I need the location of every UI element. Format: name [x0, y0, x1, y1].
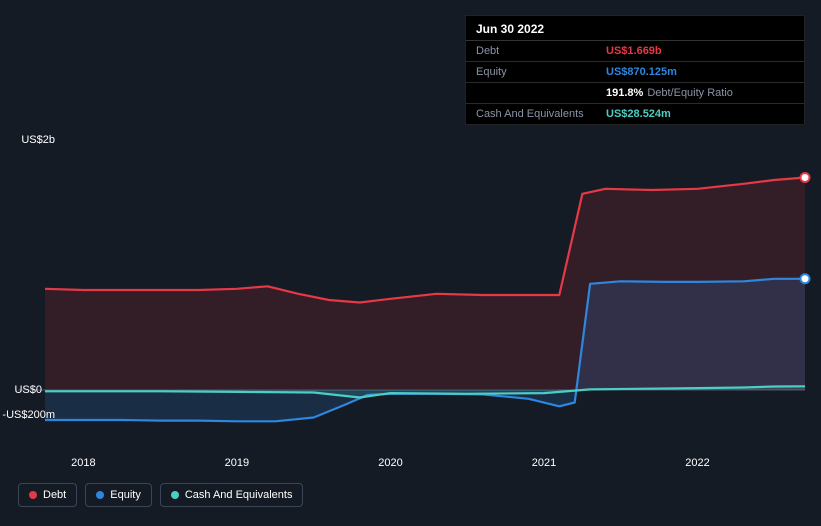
y-axis-label: US$2b	[21, 134, 55, 146]
tooltip-row: EquityUS$870.125m	[466, 62, 804, 83]
tooltip-value: US$28.524m	[606, 108, 671, 120]
tooltip-row: Cash And EquivalentsUS$28.524m	[466, 104, 804, 124]
tooltip-row: DebtUS$1.669b	[466, 41, 804, 62]
chart-tooltip: Jun 30 2022 DebtUS$1.669bEquityUS$870.12…	[465, 15, 805, 125]
chart-legend: Debt Equity Cash And Equivalents	[18, 483, 303, 507]
tooltip-label: Cash And Equivalents	[476, 108, 606, 120]
legend-label: Equity	[110, 489, 141, 501]
legend-label: Debt	[43, 489, 66, 501]
x-axis-label: 2022	[685, 457, 709, 469]
tooltip-date: Jun 30 2022	[466, 16, 804, 41]
x-axis-label: 2019	[225, 457, 249, 469]
y-axis-label: US$0	[14, 384, 42, 396]
x-axis-label: 2021	[532, 457, 556, 469]
legend-dot	[96, 491, 104, 499]
debt-equity-chart: Jun 30 2022 DebtUS$1.669bEquityUS$870.12…	[0, 0, 821, 526]
legend-item-cash-and-equivalents[interactable]: Cash And Equivalents	[160, 483, 304, 507]
legend-label: Cash And Equivalents	[185, 489, 293, 501]
legend-dot	[171, 491, 179, 499]
tooltip-rows: DebtUS$1.669bEquityUS$870.125m191.8%Debt…	[466, 41, 804, 124]
tooltip-label: Equity	[476, 66, 606, 78]
legend-item-equity[interactable]: Equity	[85, 483, 152, 507]
tooltip-label: Debt	[476, 45, 606, 57]
end-marker-debt	[801, 173, 810, 182]
tooltip-value: US$870.125m	[606, 66, 677, 78]
legend-item-debt[interactable]: Debt	[18, 483, 77, 507]
tooltip-extra: Debt/Equity Ratio	[647, 87, 733, 99]
legend-dot	[29, 491, 37, 499]
tooltip-label	[476, 87, 606, 99]
end-marker-equity	[801, 274, 810, 283]
x-axis-label: 2018	[71, 457, 95, 469]
y-axis-label: -US$200m	[2, 409, 55, 421]
x-axis-label: 2020	[378, 457, 402, 469]
tooltip-row: 191.8%Debt/Equity Ratio	[466, 83, 804, 104]
tooltip-value: US$1.669b	[606, 45, 662, 57]
tooltip-value: 191.8%Debt/Equity Ratio	[606, 87, 733, 99]
